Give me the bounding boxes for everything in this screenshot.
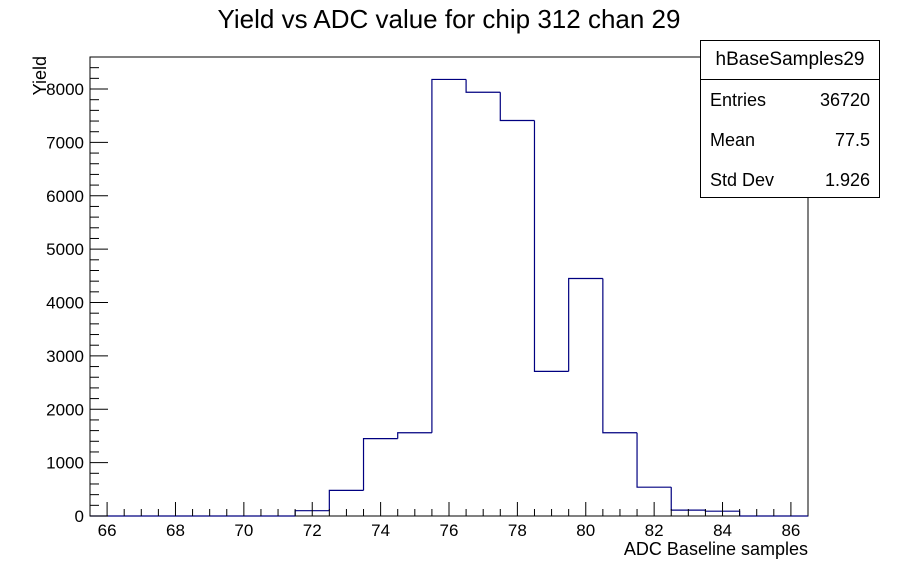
histogram-bin [397, 432, 432, 439]
histogram-bin [533, 120, 569, 372]
y-tick-label: 0 [75, 507, 84, 526]
y-tick-label: 6000 [46, 187, 84, 206]
stats-entries-value: 36720 [819, 89, 870, 110]
x-tick-label: 84 [713, 521, 732, 540]
x-tick-label: 76 [440, 521, 459, 540]
histogram-bin [602, 278, 638, 434]
x-tick-label: 70 [234, 521, 253, 540]
stats-box: hBaseSamples29 Entries 36720 Mean 77.5 S… [700, 40, 880, 198]
y-tick-label: 3000 [46, 347, 84, 366]
y-tick-label: 1000 [46, 454, 84, 473]
histogram-bin [465, 79, 501, 93]
histogram-bin [362, 438, 398, 491]
chart-title: Yield vs ADC value for chip 312 chan 29 [218, 4, 681, 34]
y-tick-label: 8000 [46, 80, 84, 99]
stats-mean-label: Mean [710, 129, 756, 150]
stats-mean-value: 77.5 [834, 129, 870, 150]
y-tick-label: 2000 [46, 400, 84, 419]
stats-row-mean: Mean 77.5 [701, 120, 879, 160]
histogram-bin [499, 92, 535, 122]
x-tick-label: 80 [576, 521, 595, 540]
stats-entries-label: Entries [710, 89, 767, 110]
histogram-bin [568, 277, 603, 372]
x-tick-label: 78 [508, 521, 527, 540]
x-tick-label: 68 [166, 521, 185, 540]
stats-histogram-name: hBaseSamples29 [701, 41, 879, 80]
x-tick-label: 86 [781, 521, 800, 540]
x-tick-label: 66 [98, 521, 117, 540]
x-axis-label: ADC Baseline samples [624, 539, 808, 559]
y-tick-label: 5000 [46, 240, 84, 259]
histogram-bin [636, 432, 672, 488]
stats-stddev-label: Std Dev [710, 169, 775, 190]
x-tick-label: 74 [371, 521, 390, 540]
y-axis-label: Yield [30, 56, 50, 95]
stats-stddev-value: 1.926 [824, 169, 870, 190]
histogram-bin [328, 489, 364, 511]
y-tick-label: 4000 [46, 294, 84, 313]
stats-row-entries: Entries 36720 [701, 80, 879, 120]
histogram-bin [670, 487, 706, 511]
y-tick-label: 7000 [46, 133, 84, 152]
histogram-bin [431, 78, 467, 433]
stats-row-stddev: Std Dev 1.926 [701, 160, 879, 200]
x-tick-label: 82 [645, 521, 664, 540]
x-tick-label: 72 [303, 521, 322, 540]
